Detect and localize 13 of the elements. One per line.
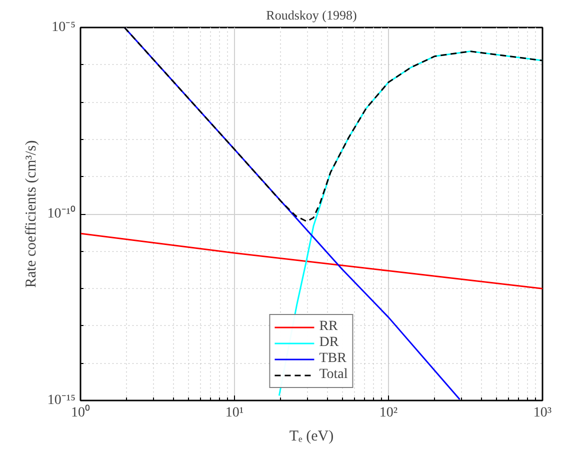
x-tick-label: 10² [379,406,398,420]
legend-label: RR [319,319,339,335]
y-tick-label: 10⁻¹⁰ [47,206,76,222]
x-tick-label: 10³ [533,406,552,420]
legend-label: DR [319,335,340,351]
line-series [80,232,542,290]
x-tick-label: 10¹ [225,406,244,420]
y-tick-label: 10⁻⁵ [52,20,76,35]
legend-label: TBR [319,351,346,367]
y-axis-title: Rate coefficients (cm³/s) [23,140,40,288]
x-axis-title: Tₑ (eV) [289,428,334,444]
legend-label: Total [319,367,348,383]
chart-title: Roudskoy (1998) [266,8,357,22]
